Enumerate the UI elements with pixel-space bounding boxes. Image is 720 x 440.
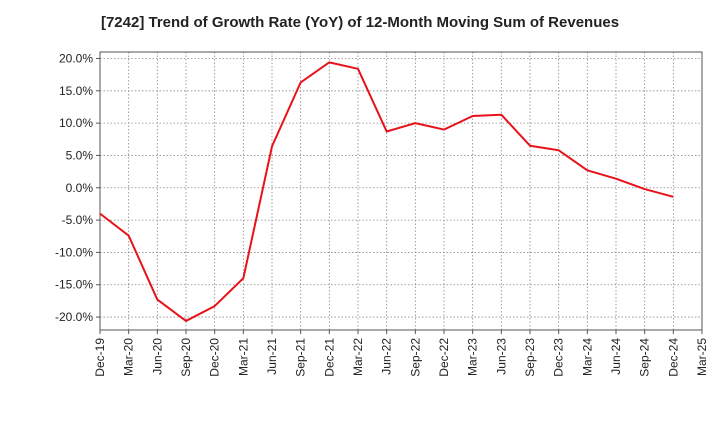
y-tick-label: 20.0% [59, 51, 93, 65]
grid [99, 52, 703, 330]
x-tick-label: Sep-22 [408, 338, 422, 377]
x-tick-label: Jun-20 [150, 338, 164, 375]
x-tick-label: Jun-24 [609, 338, 623, 375]
x-tick-label: Mar-20 [122, 338, 136, 376]
series-line [99, 61, 674, 322]
y-tick-label: -10.0% [55, 245, 93, 259]
x-tick-label: Jun-21 [265, 338, 279, 375]
plot-frame [99, 51, 703, 331]
x-tick-label: Jun-23 [494, 338, 508, 375]
x-tick-label: Mar-22 [351, 338, 365, 376]
x-tick-label: Mar-23 [466, 338, 480, 376]
x-tick-label: Dec-23 [552, 338, 566, 377]
series [99, 61, 674, 322]
x-axis: Dec-19 Mar-20 Jun-20 Sep-20 Dec-20 Mar-21 Jun-… [93, 330, 709, 377]
y-tick-label: 10.0% [59, 116, 93, 130]
x-tick-label: Jun-22 [380, 338, 394, 375]
x-tick-label: Dec-22 [437, 338, 451, 377]
y-tick-label: -5.0% [62, 213, 94, 227]
x-tick-label: Sep-24 [638, 338, 652, 377]
y-axis: 20.0% 15.0% 10.0% 5.0% 0.0% -5.0% -10.0% -15.0%… [55, 51, 100, 324]
chart-title: [7242] Trend of Growth Rate (YoY) of 12-… [100, 14, 620, 31]
x-tick-label: Sep-23 [523, 338, 537, 377]
x-tick-label: Mar-25 [695, 338, 709, 376]
y-tick-label: -15.0% [55, 278, 93, 292]
y-tick-label: 5.0% [66, 148, 94, 162]
x-tick-label: Dec-21 [322, 338, 336, 377]
x-tick-label: Sep-20 [179, 338, 193, 377]
x-tick-label: Dec-19 [93, 338, 107, 377]
y-tick-label: 15.0% [59, 84, 93, 98]
x-tick-label: Dec-24 [666, 338, 680, 377]
y-tick-label: 0.0% [66, 181, 94, 195]
x-tick-label: Dec-20 [208, 338, 222, 377]
x-tick-label: Sep-21 [294, 338, 308, 377]
x-tick-label: Mar-21 [236, 338, 250, 376]
y-tick-label: -20.0% [55, 310, 93, 324]
x-tick-label: Mar-24 [580, 338, 594, 376]
